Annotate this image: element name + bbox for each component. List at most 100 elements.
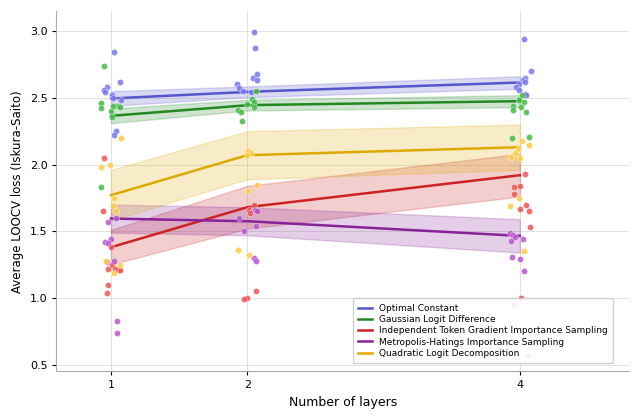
Point: [95, 105, 106, 112]
Gaussian Logit Difference: [516, 99, 524, 104]
Point: [519, 268, 529, 275]
Optimal Constant: [124, 95, 131, 100]
Point: [506, 153, 516, 160]
Gaussian Logit Difference: [107, 113, 115, 118]
Point: [514, 194, 524, 201]
Point: [522, 352, 532, 359]
Point: [232, 81, 242, 88]
Point: [242, 101, 252, 108]
Metropolis-Hatings Importance Sampling: [216, 218, 224, 223]
Point: [520, 79, 530, 85]
Point: [108, 94, 118, 101]
Point: [115, 79, 125, 85]
Point: [507, 253, 517, 260]
Point: [103, 281, 113, 288]
Point: [103, 218, 113, 225]
Quadratic Logit Decomposition: [124, 188, 131, 193]
Point: [108, 202, 118, 209]
Metropolis-Hatings Importance Sampling: [124, 216, 131, 221]
Point: [515, 155, 525, 161]
Metropolis-Hatings Importance Sampling: [107, 216, 115, 221]
Point: [249, 255, 259, 261]
Independent Token Gradient Importance Sampling: [124, 240, 131, 245]
Point: [252, 71, 262, 77]
Point: [246, 149, 257, 156]
Point: [244, 207, 254, 213]
Point: [514, 81, 524, 88]
Metropolis-Hatings Importance Sampling: [132, 217, 140, 222]
Point: [515, 205, 525, 212]
Independent Token Gradient Importance Sampling: [495, 175, 503, 180]
Point: [109, 132, 120, 139]
Point: [243, 148, 253, 155]
Point: [248, 74, 258, 81]
Point: [95, 100, 106, 107]
Line: Quadratic Logit Decomposition: Quadratic Logit Decomposition: [111, 147, 520, 195]
Point: [106, 113, 116, 120]
Y-axis label: Average LOOCV loss (Iskura-Saito): Average LOOCV loss (Iskura-Saito): [11, 90, 24, 292]
Point: [505, 229, 515, 236]
Gaussian Logit Difference: [495, 99, 503, 104]
Point: [109, 269, 120, 276]
Line: Metropolis-Hatings Importance Sampling: Metropolis-Hatings Importance Sampling: [111, 218, 520, 236]
Metropolis-Hatings Importance Sampling: [183, 218, 191, 223]
Point: [249, 29, 259, 36]
Point: [103, 265, 113, 272]
Metropolis-Hatings Importance Sampling: [516, 234, 524, 239]
Point: [509, 149, 520, 156]
Point: [514, 96, 524, 102]
Point: [245, 209, 255, 216]
Point: [251, 288, 261, 294]
Point: [102, 289, 112, 296]
Point: [521, 92, 531, 99]
Metropolis-Hatings Importance Sampling: [495, 232, 503, 237]
Point: [115, 104, 125, 110]
Gaussian Logit Difference: [481, 99, 489, 104]
Point: [509, 301, 520, 308]
Point: [524, 141, 534, 148]
Gaussian Logit Difference: [124, 112, 131, 117]
Point: [251, 257, 261, 264]
Gaussian Logit Difference: [183, 108, 191, 113]
Point: [104, 161, 115, 168]
Point: [109, 257, 120, 264]
Point: [247, 96, 257, 102]
Point: [504, 202, 515, 209]
Point: [108, 92, 118, 99]
Point: [519, 98, 529, 105]
Point: [520, 74, 530, 81]
Point: [115, 267, 125, 273]
Point: [246, 89, 256, 96]
Point: [234, 85, 244, 92]
Independent Token Gradient Importance Sampling: [183, 223, 191, 228]
Point: [519, 248, 529, 255]
Point: [109, 194, 119, 201]
Point: [237, 117, 247, 124]
Point: [243, 188, 253, 194]
Point: [511, 84, 521, 91]
Quadratic Logit Decomposition: [216, 161, 224, 166]
Point: [106, 108, 116, 115]
Point: [102, 240, 113, 247]
Optimal Constant: [516, 80, 524, 85]
Point: [100, 257, 111, 264]
Point: [510, 233, 520, 240]
Quadratic Logit Decomposition: [132, 186, 140, 191]
Point: [515, 256, 525, 262]
Optimal Constant: [216, 91, 224, 96]
Point: [518, 236, 528, 243]
Point: [251, 88, 261, 94]
Independent Token Gradient Importance Sampling: [132, 237, 140, 242]
Line: Optimal Constant: Optimal Constant: [111, 82, 520, 99]
Point: [250, 207, 260, 213]
Point: [249, 104, 259, 110]
Point: [99, 89, 109, 96]
Gaussian Logit Difference: [132, 111, 140, 116]
Point: [112, 329, 122, 336]
Point: [96, 184, 106, 191]
Point: [252, 208, 262, 215]
Legend: Optimal Constant, Gaussian Logit Difference, Independent Token Gradient Importan: Optimal Constant, Gaussian Logit Differe…: [353, 298, 613, 363]
Point: [111, 128, 122, 134]
Independent Token Gradient Importance Sampling: [481, 177, 489, 182]
Point: [515, 183, 525, 189]
